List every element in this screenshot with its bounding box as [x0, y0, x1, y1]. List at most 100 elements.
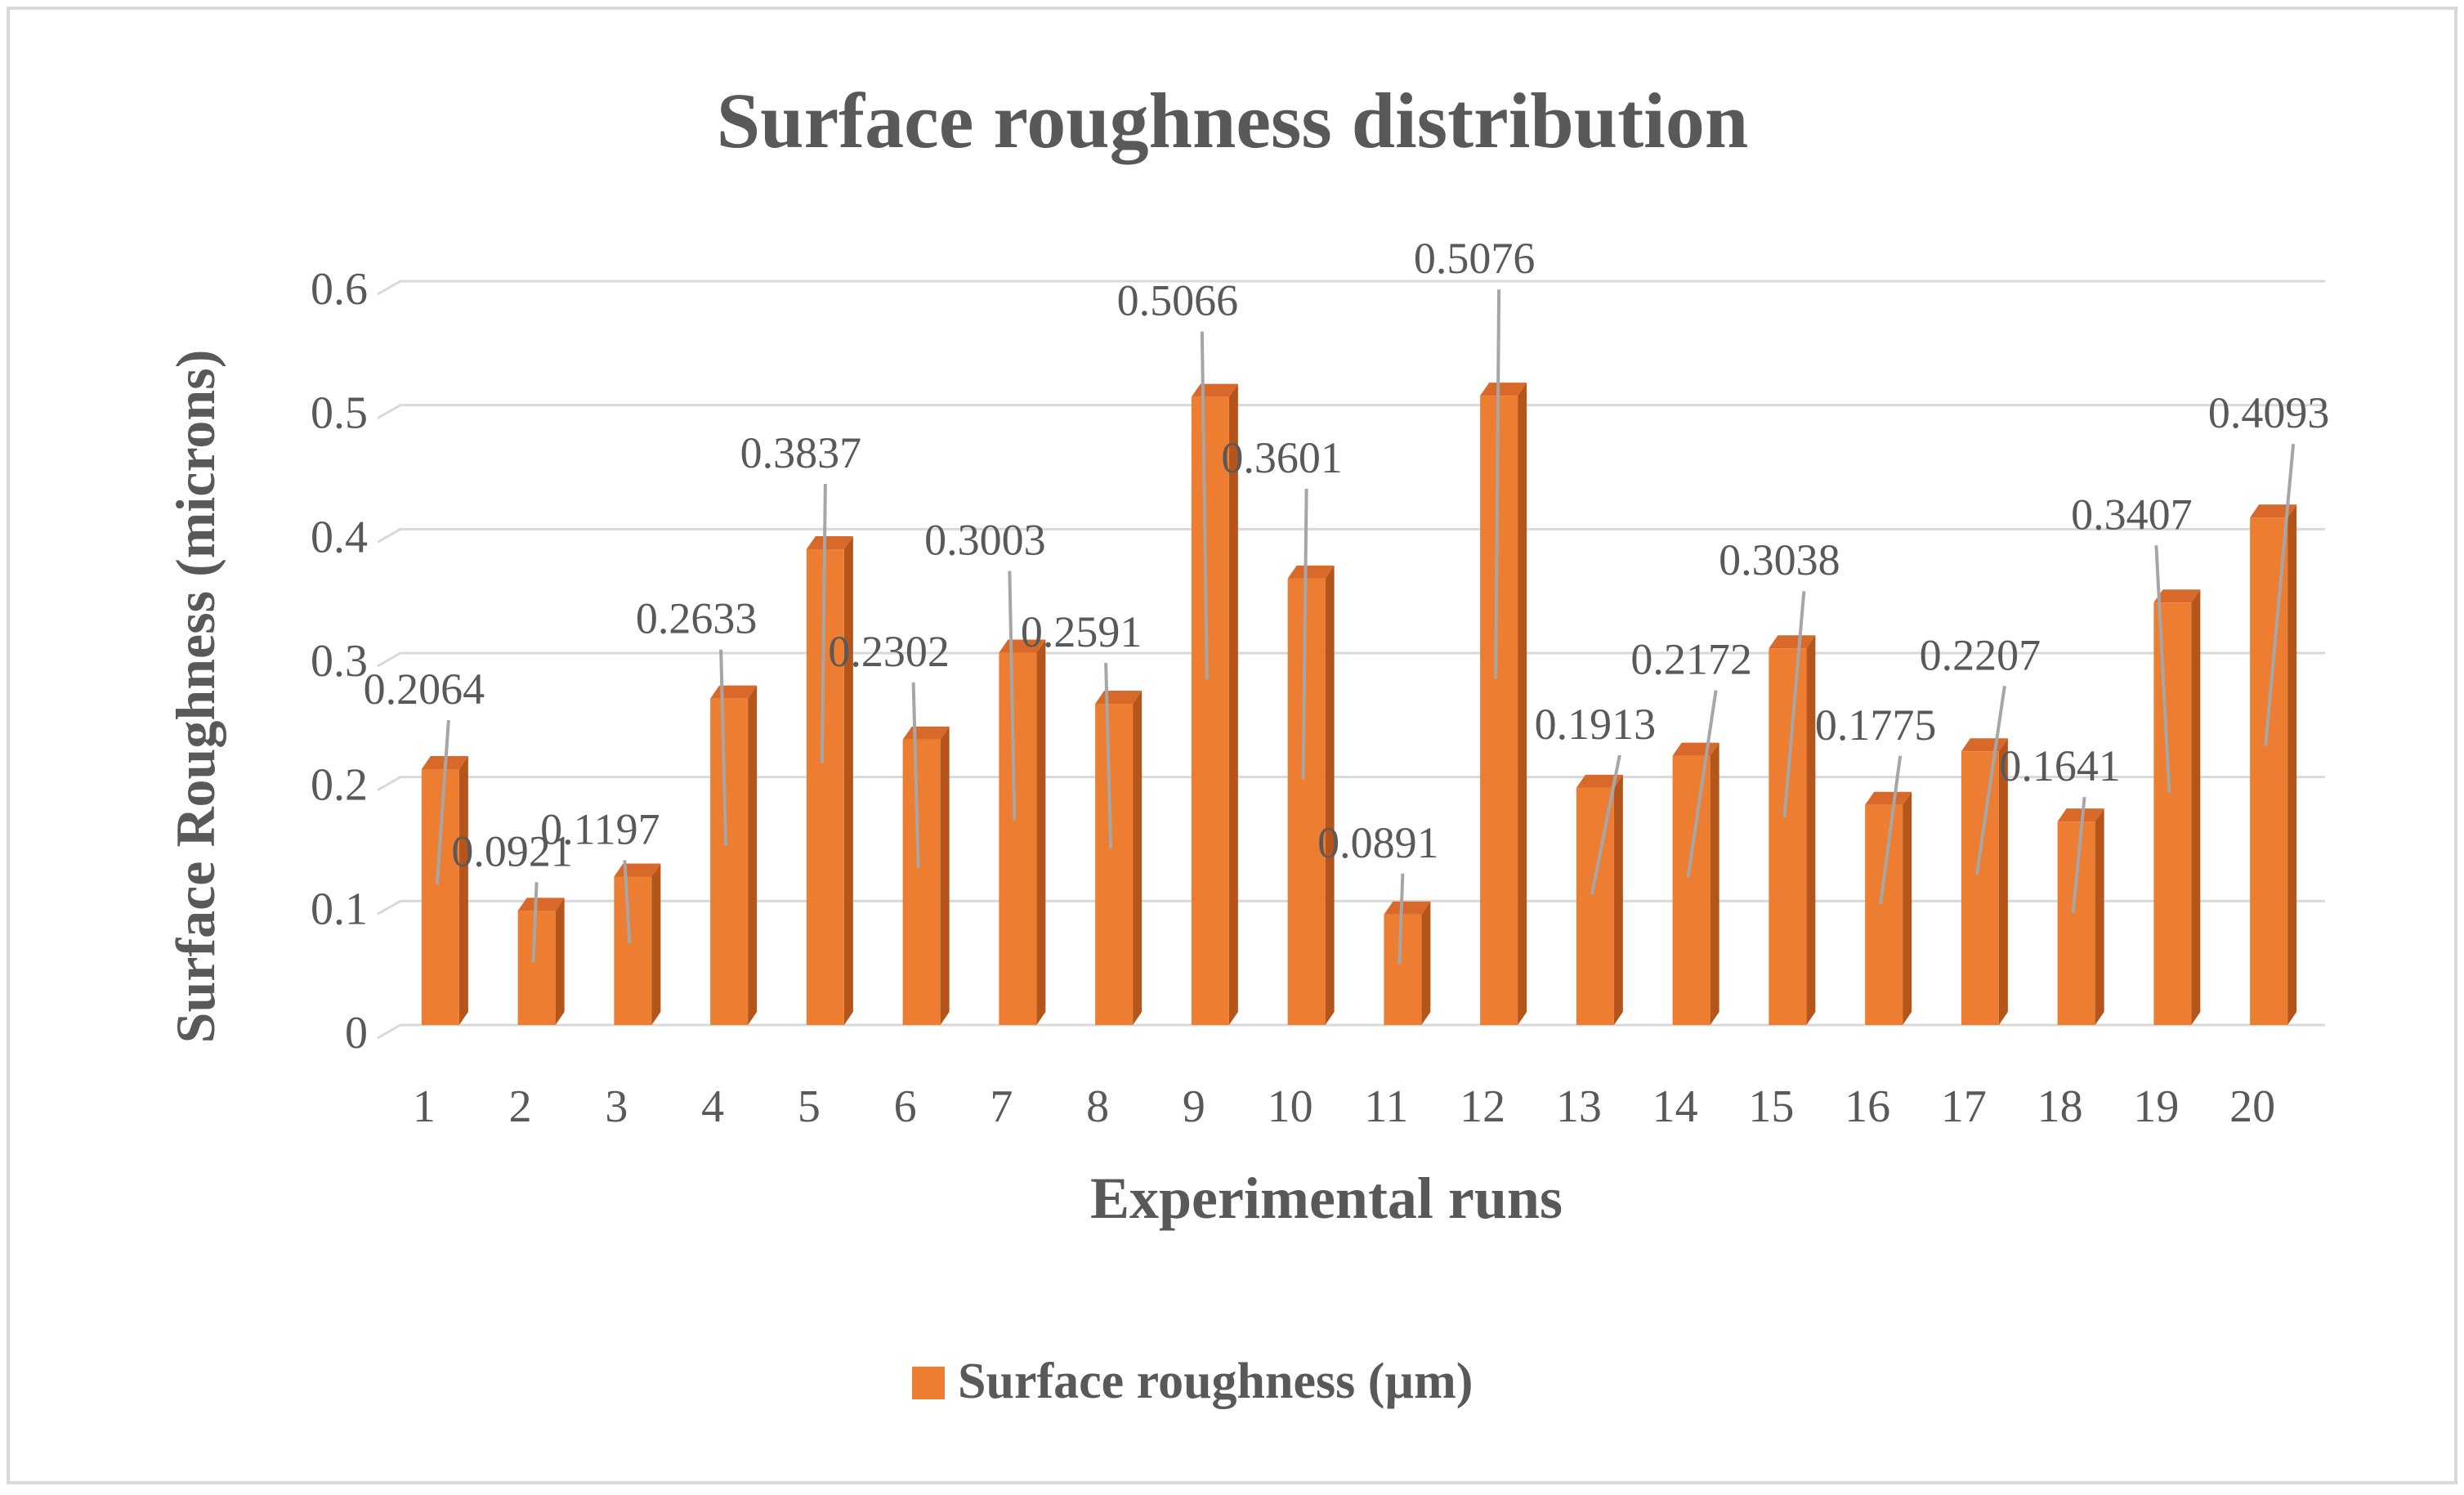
- bar-top: [1287, 565, 1335, 579]
- bar-top: [517, 897, 565, 911]
- leader-line: [820, 484, 827, 763]
- bar-side: [458, 755, 468, 1025]
- data-label: 0.3601: [1221, 433, 1343, 482]
- bar-side: [1036, 639, 1046, 1025]
- legend-swatch: [912, 1367, 945, 1399]
- bar-side: [1806, 635, 1816, 1025]
- bar-side: [940, 726, 950, 1025]
- leader-line: [1200, 331, 1209, 680]
- bar-front: [999, 652, 1037, 1025]
- bar-side: [1133, 691, 1143, 1025]
- y-tick-label: 0.5: [311, 388, 368, 439]
- leader-line: [719, 649, 728, 846]
- leader-line: [1494, 289, 1501, 679]
- data-label: 0.0891: [1317, 818, 1439, 867]
- bar-front: [2250, 517, 2288, 1025]
- bar-front: [421, 768, 459, 1025]
- x-tick-label: 16: [1845, 1081, 1890, 1132]
- bar-top: [1769, 635, 1816, 649]
- bar: [2153, 589, 2201, 1025]
- x-axis-ticks: 1 2 3 4 5 6 7 8 9 10 11 12 13 14 15 16 17 18 19 20: [413, 1081, 2275, 1132]
- gridline: [377, 280, 2325, 296]
- x-tick-label: 10: [1268, 1081, 1313, 1132]
- x-tick-label: 13: [1556, 1081, 1602, 1132]
- bar: [806, 536, 853, 1025]
- bar-top: [2057, 808, 2104, 822]
- x-tick-label: 7: [990, 1081, 1013, 1132]
- bar-side: [1421, 901, 1431, 1025]
- data-label: 0.4093: [2208, 388, 2330, 437]
- bar-side: [2191, 589, 2201, 1025]
- bar-front: [806, 549, 844, 1025]
- leader-line: [1008, 571, 1017, 821]
- bar: [1769, 635, 1816, 1025]
- leader-line: [435, 719, 450, 884]
- x-tick-label: 11: [1364, 1081, 1408, 1132]
- bar: [1384, 901, 1431, 1025]
- bar: [1961, 738, 2008, 1025]
- bar-top: [1865, 791, 1912, 805]
- x-tick-label: 2: [509, 1081, 532, 1132]
- bar: [1672, 742, 1719, 1025]
- leader-line: [623, 860, 632, 944]
- y-tick-label: 0.3: [311, 636, 368, 687]
- leader-line: [531, 882, 539, 963]
- leader-line: [1397, 873, 1405, 965]
- leader-line: [1879, 755, 1903, 905]
- x-tick-label: 15: [1748, 1081, 1794, 1132]
- data-label: 0.2064: [364, 665, 485, 714]
- x-tick-label: 3: [605, 1081, 628, 1132]
- bar-side: [555, 897, 565, 1025]
- x-tick-label: 6: [894, 1081, 917, 1132]
- x-axis-label: Experimental runs: [1090, 1166, 1563, 1231]
- bar-front: [1095, 704, 1134, 1025]
- bar-side: [2095, 808, 2104, 1025]
- y-tick-label: 0.4: [311, 512, 368, 562]
- gridline: [377, 651, 2325, 668]
- bar-front: [710, 698, 749, 1025]
- bar: [1865, 791, 1912, 1025]
- bar-side: [843, 536, 853, 1025]
- bar-side: [1710, 742, 1719, 1025]
- x-tick-label: 19: [2133, 1081, 2179, 1132]
- leader-line: [2154, 545, 2171, 793]
- bar-side: [1228, 383, 1238, 1025]
- x-tick-label: 9: [1183, 1081, 1205, 1132]
- bar-front: [1672, 755, 1710, 1025]
- data-label: 0.2591: [1021, 607, 1143, 656]
- bar: [421, 755, 468, 1025]
- bar-front: [2057, 821, 2095, 1025]
- bar-front: [614, 876, 652, 1025]
- bar: [1095, 691, 1143, 1025]
- bar-top: [2250, 504, 2297, 518]
- bar: [1480, 383, 1527, 1025]
- bars: [421, 383, 2297, 1025]
- data-label: 0.2172: [1630, 635, 1752, 684]
- data-label: 0.2207: [1920, 630, 2041, 679]
- bar: [2057, 808, 2104, 1025]
- data-label: 0.3407: [2071, 490, 2193, 539]
- x-tick-label: 5: [798, 1081, 821, 1132]
- x-tick-label: 8: [1086, 1081, 1109, 1132]
- leader-line: [1590, 754, 1621, 895]
- y-axis-ticks: 0 0.1 0.2 0.3 0.4 0.5 0.6: [311, 264, 368, 1059]
- leader-line: [1301, 488, 1308, 780]
- y-tick-label: 0: [345, 1008, 368, 1059]
- data-label: 0.5076: [1414, 234, 1536, 283]
- bar-side: [1903, 791, 1912, 1025]
- bar: [1191, 383, 1238, 1025]
- bar-top: [806, 536, 853, 550]
- label-leader-lines: [435, 289, 2296, 965]
- bar-top: [1384, 901, 1431, 915]
- bar-side: [1998, 738, 2008, 1025]
- y-axis-label: Surface Roughness (microns): [164, 350, 226, 1044]
- bar-side: [748, 685, 758, 1025]
- bar: [999, 639, 1046, 1025]
- bar-front: [1191, 396, 1229, 1025]
- bar-front: [1576, 787, 1614, 1025]
- data-label: 0.1775: [1815, 701, 1937, 750]
- x-tick-label: 14: [1652, 1081, 1698, 1132]
- data-label: 0.0921: [451, 826, 573, 875]
